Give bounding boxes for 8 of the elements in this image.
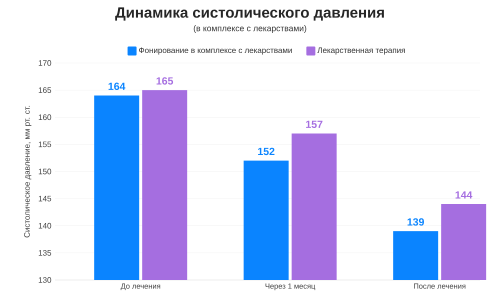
data-label: 157	[306, 120, 322, 128]
data-label: 139	[408, 218, 424, 226]
data-label: 164	[108, 82, 126, 90]
chart-title: Динамика систолического давления	[115, 7, 384, 21]
data-label: 144	[456, 191, 472, 199]
chart-subtitle: (в комплексе с лекарствами)	[194, 25, 306, 33]
data-label: 152	[258, 148, 274, 156]
data-label: 165	[156, 77, 174, 85]
